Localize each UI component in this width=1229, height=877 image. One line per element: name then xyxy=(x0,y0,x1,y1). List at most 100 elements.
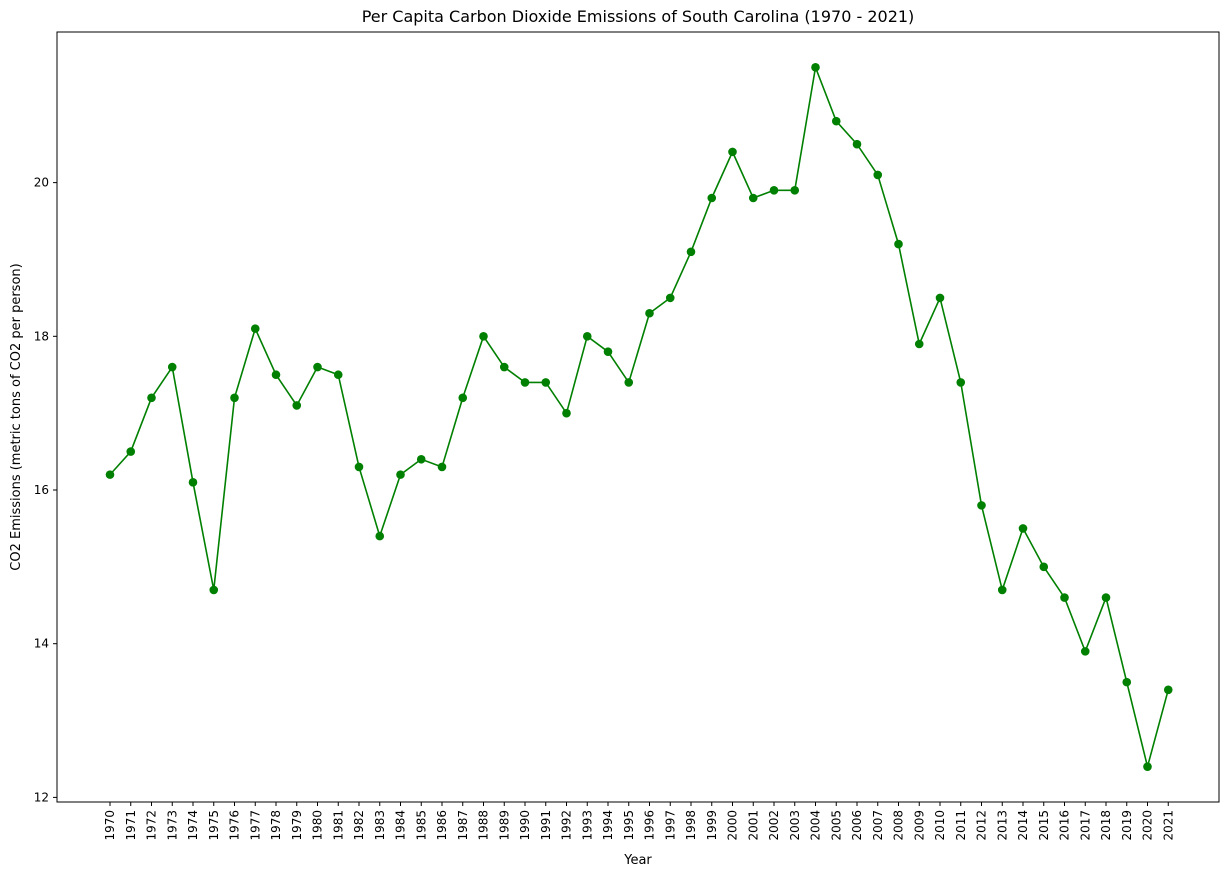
data-point xyxy=(105,470,115,479)
data-point xyxy=(1039,562,1049,572)
data-point xyxy=(188,478,198,487)
data-point xyxy=(728,147,737,157)
x-tick-label: 1999 xyxy=(705,810,719,841)
x-tick-label: 1980 xyxy=(311,810,325,841)
data-point xyxy=(935,293,945,303)
x-tick-label: 1981 xyxy=(331,810,345,841)
x-tick-label: 2018 xyxy=(1099,810,1113,841)
data-point xyxy=(479,332,488,341)
x-tick-label: 2006 xyxy=(850,810,864,841)
x-tick-label: 1970 xyxy=(103,810,117,841)
data-point xyxy=(686,247,696,257)
x-tick-label: 2013 xyxy=(995,810,1009,841)
x-tick-label: 2020 xyxy=(1141,810,1155,841)
x-tick-label: 1973 xyxy=(165,810,179,841)
x-tick-label: 1989 xyxy=(497,810,511,841)
x-tick-label: 1997 xyxy=(663,810,677,841)
data-point xyxy=(1143,762,1152,771)
x-tick-label: 2004 xyxy=(809,810,823,841)
x-tick-label: 2001 xyxy=(746,810,760,841)
x-tick-label: 2012 xyxy=(975,810,989,841)
x-tick-label: 1979 xyxy=(290,810,304,841)
data-point xyxy=(914,339,924,349)
data-point xyxy=(167,362,177,372)
plot-frame xyxy=(56,31,1220,803)
data-point xyxy=(354,462,364,472)
data-point xyxy=(645,308,654,318)
data-point xyxy=(748,193,758,203)
data-point xyxy=(375,531,385,541)
data-point xyxy=(1018,524,1028,533)
x-tick-label: 1978 xyxy=(269,810,283,841)
x-tick-label: 1993 xyxy=(580,810,594,841)
x-tick-label: 1995 xyxy=(622,810,636,841)
y-tick-label: 12 xyxy=(34,790,49,804)
x-tick-label: 1984 xyxy=(394,810,408,841)
x-tick-label: 2019 xyxy=(1120,810,1134,841)
data-point xyxy=(250,324,260,333)
x-tick-label: 2017 xyxy=(1078,810,1092,841)
y-tick-label: 18 xyxy=(34,329,49,343)
data-point xyxy=(997,585,1007,595)
data-point xyxy=(499,362,509,372)
series-layer xyxy=(105,63,1173,771)
data-point xyxy=(582,332,592,341)
x-tick-label: 2003 xyxy=(788,810,802,841)
data-point xyxy=(769,186,779,195)
x-tick-label: 2015 xyxy=(1037,810,1051,841)
x-tick-label: 2010 xyxy=(933,810,947,841)
x-tick-label: 2000 xyxy=(726,810,740,841)
data-point xyxy=(333,370,343,380)
x-tick-label: 2008 xyxy=(892,810,906,841)
data-point xyxy=(1163,685,1173,695)
x-tick-label: 1972 xyxy=(145,810,159,841)
x-tick-label: 1983 xyxy=(373,810,387,841)
x-axis-label: Year xyxy=(623,853,652,868)
y-tick-label: 16 xyxy=(34,483,49,497)
series-line xyxy=(109,64,1170,767)
data-point xyxy=(458,393,468,403)
x-tick-label: 1974 xyxy=(186,810,200,841)
y-tick-label: 14 xyxy=(34,637,49,651)
x-axis-ticks: 1970 1971 1972 1973 1974 1975 1976 1977 1978 1979… xyxy=(103,802,1175,841)
data-point xyxy=(396,470,405,479)
x-tick-label: 1982 xyxy=(352,810,366,841)
x-tick-label: 2002 xyxy=(767,810,781,841)
data-point xyxy=(541,378,551,387)
y-axis-label: CO2 Emissions (metric tons of CO2 per pe… xyxy=(9,263,24,570)
data-point xyxy=(147,393,156,403)
x-tick-label: 2007 xyxy=(871,810,885,841)
data-point xyxy=(562,408,571,418)
x-tick-label: 1996 xyxy=(643,810,657,841)
x-tick-label: 1994 xyxy=(601,810,615,841)
y-tick-label: 20 xyxy=(34,176,49,190)
data-point xyxy=(126,447,136,456)
data-point xyxy=(956,378,966,387)
chart-title: Per Capita Carbon Dioxide Emissions of S… xyxy=(362,7,915,26)
data-point xyxy=(665,293,675,303)
data-point xyxy=(852,139,862,149)
x-tick-label: 1988 xyxy=(477,810,491,841)
data-point xyxy=(977,501,986,510)
data-point xyxy=(271,370,281,380)
data-point xyxy=(1080,647,1090,656)
data-point xyxy=(292,401,302,410)
x-tick-label: 1985 xyxy=(414,810,428,841)
x-tick-label: 2009 xyxy=(912,810,926,841)
x-tick-label: 1975 xyxy=(207,810,221,841)
data-point xyxy=(1101,593,1111,602)
data-point xyxy=(831,116,841,126)
data-point xyxy=(1122,677,1132,687)
data-point xyxy=(603,347,613,356)
x-tick-label: 1990 xyxy=(518,810,532,841)
x-tick-label: 1987 xyxy=(456,810,470,841)
data-point xyxy=(230,393,239,403)
x-tick-label: 1998 xyxy=(684,810,698,841)
x-tick-label: 2005 xyxy=(829,810,843,841)
data-point xyxy=(624,378,634,387)
data-point xyxy=(1060,593,1069,602)
data-point xyxy=(520,378,530,387)
x-tick-label: 1971 xyxy=(124,810,138,841)
data-point xyxy=(811,63,820,72)
